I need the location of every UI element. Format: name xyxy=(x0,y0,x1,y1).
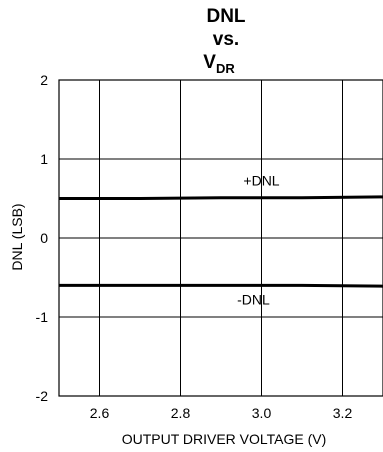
series-annotation-1: -DNL xyxy=(237,292,270,308)
x-tick-label: 3.0 xyxy=(252,405,272,421)
title-line-1: DNL xyxy=(206,6,245,27)
title-line-3-main: V xyxy=(203,52,216,73)
x-tick-labels: 2.6 2.8 3.0 3.2 xyxy=(90,405,353,421)
x-tick-label: 3.2 xyxy=(333,405,353,421)
series-annotations: +DNL -DNL xyxy=(237,172,280,307)
grid-lines xyxy=(59,80,383,396)
series-line-minus-dnl xyxy=(59,283,383,288)
plot-frame xyxy=(58,79,383,397)
y-tick-label: 0 xyxy=(40,230,48,246)
x-tick-label: 2.8 xyxy=(171,405,191,421)
y-tick-label: -1 xyxy=(36,309,49,325)
title-line-2: vs. xyxy=(213,29,239,50)
chart-title: DNL vs. VDR xyxy=(203,6,246,76)
y-axis-label: DNL (LSB) xyxy=(9,203,25,270)
x-tick-label: 2.6 xyxy=(90,405,110,421)
title-line-3-subscript: DR xyxy=(216,61,235,76)
data-series xyxy=(59,195,383,288)
y-tick-label: -2 xyxy=(36,388,49,404)
title-line-3: VDR xyxy=(203,52,235,76)
x-axis-label: OUTPUT DRIVER VOLTAGE (V) xyxy=(122,431,327,447)
series-line-plus-dnl xyxy=(59,195,383,200)
y-tick-label: 1 xyxy=(40,151,48,167)
y-tick-label: 2 xyxy=(40,72,48,88)
y-tick-labels: 2 1 0 -1 -2 xyxy=(36,72,49,404)
series-annotation-0: +DNL xyxy=(243,172,279,188)
